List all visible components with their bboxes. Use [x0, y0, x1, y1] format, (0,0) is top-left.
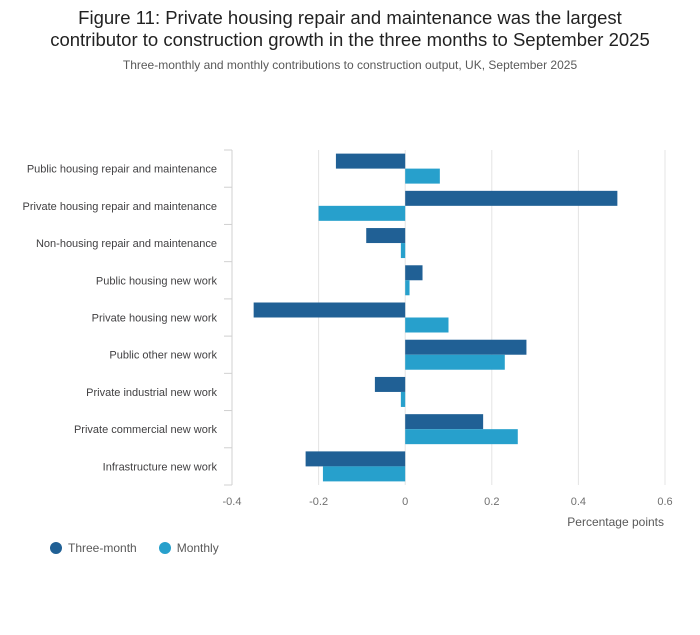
- chart-title-line-1: Figure 11: Private housing repair and ma…: [78, 7, 622, 28]
- x-tick-label: -0.4: [223, 496, 242, 508]
- category-label: Public other new work: [109, 350, 217, 362]
- bars: [253, 153, 618, 482]
- bar-three-month: [405, 190, 618, 206]
- category-label: Private industrial new work: [86, 387, 217, 399]
- legend-label-monthly: Monthly: [176, 541, 219, 555]
- bar-three-month: [374, 376, 406, 392]
- bar-monthly: [405, 429, 518, 445]
- legend-label-three-month: Three-month: [68, 541, 137, 555]
- y-axis: [224, 149, 233, 486]
- x-tick-label: 0.2: [484, 496, 499, 508]
- category-label: Non-housing repair and maintenance: [36, 238, 217, 250]
- category-label: Infrastructure new work: [103, 461, 218, 473]
- bar-monthly: [405, 168, 440, 184]
- x-tick-label: 0.4: [571, 496, 586, 508]
- bar-monthly: [405, 354, 505, 370]
- x-tick-label: -0.2: [309, 496, 328, 508]
- legend-item-three-month: Three-month: [50, 541, 137, 555]
- bar-monthly: [322, 466, 406, 482]
- x-axis-label: Percentage points: [567, 515, 664, 529]
- chart-subtitle: Three-monthly and monthly contributions …: [122, 58, 578, 72]
- category-label: Public housing repair and maintenance: [27, 164, 217, 176]
- category-label: Private commercial new work: [74, 424, 218, 436]
- bar-monthly: [400, 243, 406, 259]
- chart-title: Figure 11: Private housing repair and ma…: [0, 7, 700, 51]
- bar-three-month: [253, 302, 406, 318]
- bar-monthly: [405, 280, 410, 296]
- bar-three-month: [405, 265, 423, 281]
- x-tick-label: 0: [402, 496, 408, 508]
- category-label: Public housing new work: [96, 275, 218, 287]
- bar-monthly: [405, 317, 449, 333]
- bar-three-month: [366, 228, 406, 244]
- legend: Three-month Monthly: [50, 541, 219, 555]
- legend-swatch-monthly: [158, 542, 171, 554]
- category-label: Private housing repair and maintenance: [23, 201, 217, 213]
- bar-three-month: [405, 339, 527, 355]
- bar-monthly: [400, 391, 406, 407]
- category-label: Private housing new work: [92, 313, 218, 325]
- chart-title-line-2: contributor to construction growth in th…: [50, 29, 650, 50]
- x-tick-labels: -0.4 -0.2 0 0.2 0.4 0.6: [223, 496, 673, 508]
- bar-three-month: [405, 414, 484, 430]
- x-tick-label: 0.6: [657, 496, 672, 508]
- bar-three-month: [305, 451, 406, 467]
- bar-monthly: [318, 205, 406, 221]
- category-labels: Public housing repair and maintenance Pri…: [23, 164, 218, 474]
- legend-swatch-three-month: [50, 542, 62, 554]
- bar-three-month: [335, 153, 406, 169]
- legend-item-monthly: Monthly: [158, 541, 219, 555]
